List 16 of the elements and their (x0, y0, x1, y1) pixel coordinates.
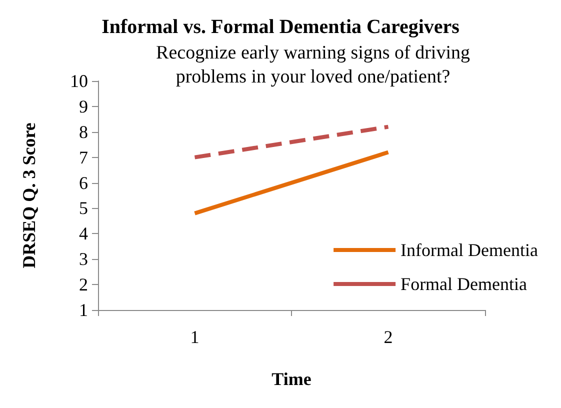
y-tick-label: 3 (79, 249, 88, 270)
y-tick-label: 6 (79, 172, 88, 193)
legend-label: Formal Dementia (400, 274, 528, 294)
chart-title: Informal vs. Formal Dementia Caregivers (102, 16, 460, 38)
chart-subtitle: Recognize early warning signs of driving problems in your loved one/patient? (156, 42, 470, 88)
y-axis-title: DRSEQ Q. 3 Score (19, 122, 39, 268)
y-tick-label: 10 (70, 71, 88, 91)
legend-label: Informal Dementia (400, 240, 538, 260)
x-axis-title: Time (272, 369, 312, 389)
y-tick-label: 5 (79, 198, 88, 218)
y-tick-label: 4 (79, 224, 88, 244)
y-tick-label: 7 (79, 147, 88, 168)
y-tick-label: 1 (79, 300, 88, 320)
y-tick-label: 8 (79, 122, 88, 142)
y-tick-label: 9 (79, 96, 88, 116)
y-tick-label: 2 (79, 274, 88, 295)
